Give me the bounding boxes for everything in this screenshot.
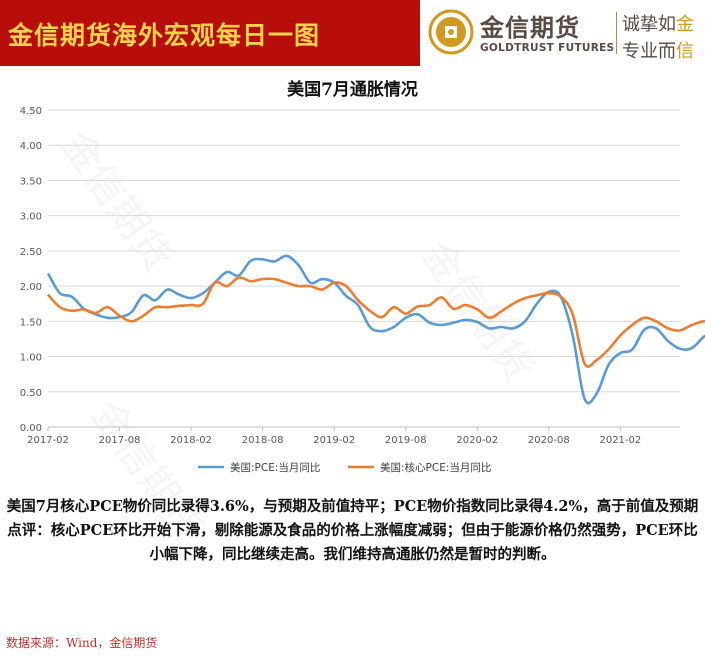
axis-layer: 0.00 0.50 1.00 1.50 2.00 2.50 3.00 3.50 4.00 4.50… — [20, 106, 680, 446]
commentary: 美国7月核心PCE物价同比录得3.6%，与预期及前值持平；PCE物价指数同比录得… — [6, 495, 699, 567]
slogan-line-1: 诚挚如金 — [622, 14, 694, 35]
brand-name-en: GOLDTRUST FUTURES — [480, 42, 615, 54]
x-tick-label: 2017-08 — [99, 435, 141, 446]
header-banner: 金信期货海外宏观每日一图 金信期货 GOLDTRUST FUTURES 诚挚如金… — [0, 0, 705, 66]
series-line-2 — [47, 276, 705, 368]
x-tick-label: 2021-02 — [599, 435, 641, 446]
legend-label-2: 美国:核心PCE:当月同比 — [380, 461, 491, 474]
y-tick-label: 4.00 — [20, 141, 42, 152]
data-source: 数据来源：Wind，金信期货 — [6, 636, 158, 650]
series-layer — [46, 254, 705, 405]
line-chart: 0.00 0.50 1.00 1.50 2.00 2.50 3.00 3.50 4.00 4.50… — [20, 106, 705, 474]
x-tick-label: 2018-02 — [170, 435, 212, 446]
y-tick-label: 1.00 — [20, 353, 42, 364]
x-tick-label: 2019-02 — [313, 435, 355, 446]
x-tick-label: 2017-02 — [27, 435, 69, 446]
slogan-line-2: 专业而信 — [622, 41, 694, 62]
brand-block: 金信期货 GOLDTRUST FUTURES 诚挚如金 专业而信 — [420, 0, 705, 66]
series-line-1 — [46, 254, 705, 405]
y-tick-label: 0.50 — [20, 388, 42, 399]
y-tick-label: 2.50 — [20, 247, 42, 258]
x-tick-label: 2018-08 — [242, 435, 284, 446]
header-title: 金信期货海外宏观每日一图 — [8, 21, 321, 50]
y-tick-label: 3.50 — [20, 176, 42, 187]
y-tick-label: 2.00 — [20, 282, 42, 293]
y-tick-label: 4.50 — [20, 106, 42, 117]
x-tick-label: 2020-02 — [456, 435, 498, 446]
y-tick-label: 3.00 — [20, 212, 42, 223]
legend: 美国:PCE:当月同比 美国:核心PCE:当月同比 — [198, 461, 491, 474]
chart-title: 美国7月通胀情况 — [287, 80, 418, 100]
coin-logo-icon — [428, 9, 474, 55]
y-tick-label: 1.50 — [20, 317, 42, 328]
summary-paragraph: 美国7月核心PCE物价同比录得3.6%，与预期及前值持平；PCE物价指数同比录得… — [6, 498, 699, 515]
grid-layer — [48, 109, 680, 428]
brand-name-cn: 金信期货 — [480, 14, 580, 42]
legend-label-1: 美国:PCE:当月同比 — [230, 461, 320, 474]
brand-divider — [616, 12, 617, 54]
x-tick-label: 2020-08 — [528, 435, 570, 446]
y-tick-label: 0.00 — [20, 423, 42, 434]
comment-paragraph: 点评：核心PCE环比开始下滑，剔除能源及食品的价格上涨幅度减弱；但由于能源价格仍… — [7, 522, 698, 563]
x-tick-label: 2019-08 — [385, 435, 427, 446]
